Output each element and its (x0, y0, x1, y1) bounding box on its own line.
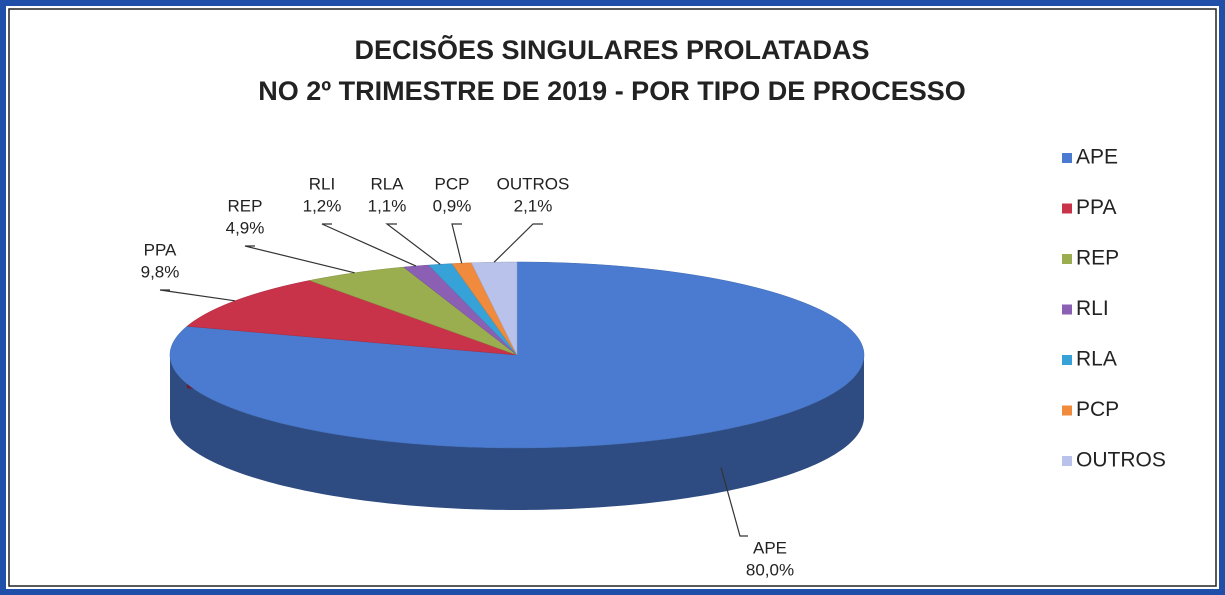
legend-label: OUTROS (1076, 449, 1166, 472)
data-label: 1,2% (303, 196, 342, 215)
leader-line (321, 223, 417, 267)
slice (186, 280, 518, 356)
leader-line (244, 245, 355, 274)
data-label: 2,1% (514, 196, 553, 215)
leader-line (385, 223, 441, 265)
data-label-name: APE (753, 538, 787, 557)
data-label-name: OUTROS (497, 174, 570, 193)
data-label-name: PCP (435, 174, 470, 193)
leader-line (159, 289, 236, 302)
data-label-name: REP (228, 196, 263, 215)
legend-label: PPA (1076, 196, 1116, 219)
data-label-name: PPA (144, 240, 177, 259)
chart-title: NO 2º TRIMESTRE DE 2019 - POR TIPO DE PR… (258, 76, 966, 106)
legend-label: RLA (1076, 348, 1117, 371)
legend-label: RLI (1076, 297, 1109, 320)
data-label: 80,0% (746, 560, 794, 579)
data-label-name: RLI (309, 174, 335, 193)
legend-swatch (1062, 405, 1072, 416)
slice (470, 261, 518, 356)
legend-swatch (1062, 203, 1072, 214)
legend-label: REP (1076, 247, 1119, 270)
legend-label: APE (1076, 146, 1118, 169)
legend-swatch (1062, 456, 1072, 466)
legend-swatch (1062, 304, 1072, 315)
data-label: 9,8% (141, 262, 180, 281)
legend-swatch (1062, 254, 1072, 264)
data-label-name: RLA (370, 174, 404, 193)
data-label: 0,9% (433, 196, 472, 215)
data-label: 4,9% (226, 218, 265, 237)
slice-side (170, 355, 864, 510)
legend-label: PCP (1076, 398, 1119, 421)
inner-frame (8, 8, 1217, 587)
data-label: 1,1% (368, 196, 407, 215)
legend-swatch (1062, 355, 1072, 365)
leader-line (720, 467, 748, 537)
leader-line (451, 223, 463, 264)
legend-swatch (1062, 153, 1072, 163)
leader-line (493, 223, 543, 263)
chart-title: DECISÕES SINGULARES PROLATADAS (354, 34, 869, 65)
